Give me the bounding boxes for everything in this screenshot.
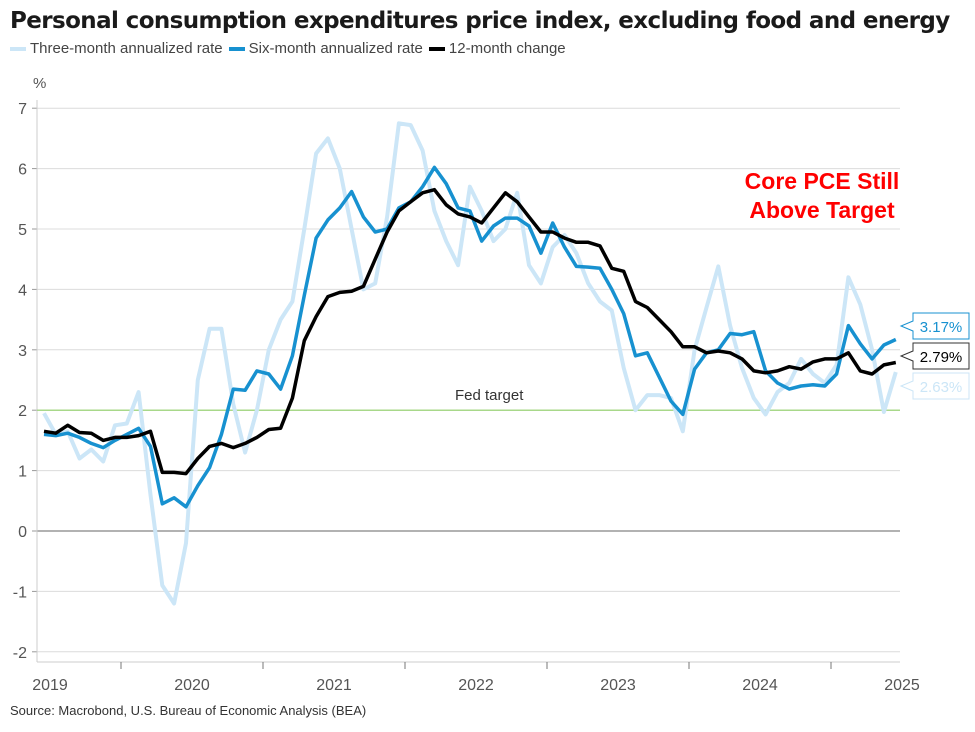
legend: Three-month annualized rate Six-month ann… [10,40,566,57]
fed-target-label: Fed target [455,387,524,404]
legend-item: 12-month change [428,40,566,57]
annotation-line-1: Core PCE Still [744,168,900,194]
series-line-six-month-annualized-rate [43,165,897,509]
y-tick-label: 5 [18,222,27,239]
legend-label: Three-month annualized rate [30,40,223,57]
annotation-line-2: Above Target [749,197,895,223]
series-line-three-month-annualized-rate [42,121,898,606]
chart-title: Personal consumption expenditures price … [10,8,950,34]
legend-swatch [228,46,245,51]
x-tick-label: 2024 [742,677,778,694]
legend-item: Three-month annualized rate [10,40,223,57]
legend-label: 12-month change [448,40,566,57]
annotation-text: Core PCE Still Above Target [712,167,932,225]
y-tick-label: 0 [18,524,27,541]
x-tick-label: 2025 [884,677,920,694]
y-tick-label: 6 [18,162,27,179]
y-tick-label: 1 [18,464,27,481]
y-tick-label: -1 [13,584,27,601]
x-tick-label: 2019 [32,677,68,694]
y-tick-label: 7 [18,101,27,118]
x-tick-label: 2021 [316,677,352,694]
y-tick-label: 2 [18,403,27,420]
y-tick-label: 3 [18,343,27,360]
y-axis-unit: % [33,75,46,92]
y-tick-label: 4 [18,282,27,299]
series-line-12-month-change [43,187,897,476]
end-value-label: 3.17% [920,319,963,336]
legend-swatch [10,46,26,51]
end-label-box [899,372,970,400]
x-tick-label: 2020 [174,677,210,694]
end-value-label: 2.79% [920,349,963,366]
x-tick-label: 2023 [600,677,636,694]
end-label-box [899,342,970,370]
legend-item: Six-month annualized rate [228,40,423,57]
y-tick-label: -2 [13,645,27,662]
legend-swatch [428,46,445,51]
end-value-label: 2.63% [920,379,963,396]
end-label-box [899,312,970,340]
source-note: Source: Macrobond, U.S. Bureau of Econom… [10,703,367,718]
x-tick-label: 2022 [458,677,494,694]
legend-label: Six-month annualized rate [248,40,423,57]
